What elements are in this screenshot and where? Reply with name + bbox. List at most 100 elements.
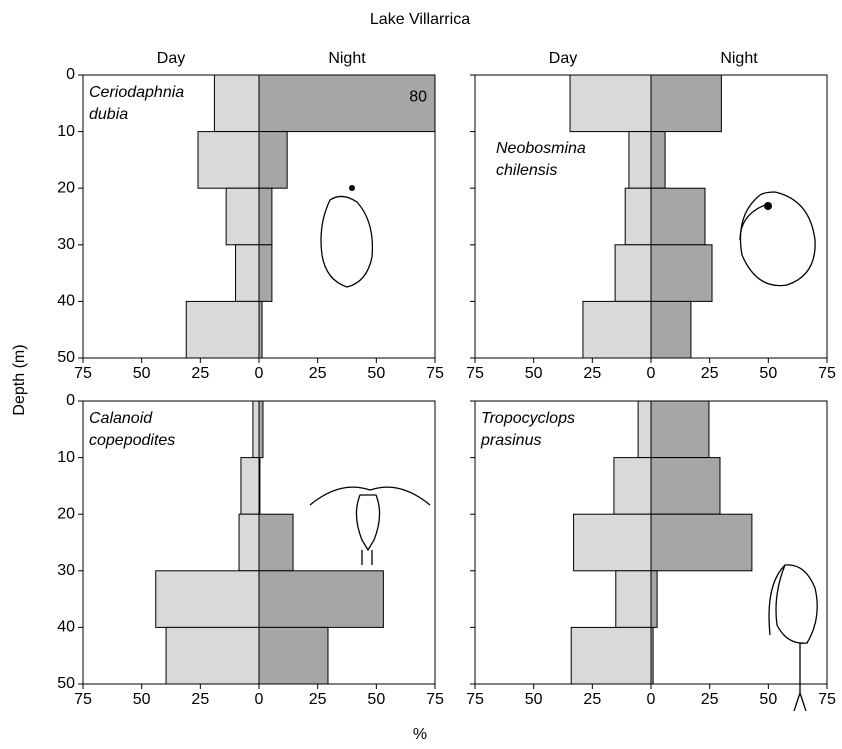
x-tick-label: 50 xyxy=(133,691,151,708)
bar xyxy=(574,514,651,571)
x-tick-label: 25 xyxy=(309,691,327,708)
organism-drawing xyxy=(740,192,815,286)
organism-drawing xyxy=(769,565,817,711)
panel-title: chilensis xyxy=(496,162,557,179)
x-tick-label: 75 xyxy=(74,691,92,708)
x-tick-label: 50 xyxy=(367,691,385,708)
bar xyxy=(638,401,651,458)
organism-drawing xyxy=(321,196,372,287)
y-axis-label: Depth (m) xyxy=(11,344,28,415)
panel-title: Ceriodaphnia xyxy=(89,84,184,101)
panel: 75 50 25 0 25 50 75 Tropocyclops prasinus xyxy=(466,401,836,708)
x-tick-label: 25 xyxy=(191,691,209,708)
x-tick-label: 50 xyxy=(525,365,543,382)
y-tick-label: 30 xyxy=(57,236,75,253)
y-tick-label: 0 xyxy=(66,66,75,83)
x-axis-label: % xyxy=(413,726,427,743)
x-tick-label: 25 xyxy=(701,691,719,708)
x-tick-label: 25 xyxy=(309,365,327,382)
bar xyxy=(259,132,287,189)
y-tick-label: 50 xyxy=(57,675,75,692)
x-tick-label: 75 xyxy=(818,365,836,382)
organism-eye xyxy=(349,185,355,191)
bar xyxy=(226,188,259,245)
bar xyxy=(259,245,272,302)
x-tick-label: 25 xyxy=(583,691,601,708)
x-tick-label: 0 xyxy=(647,365,656,382)
x-tick-label: 50 xyxy=(133,365,151,382)
legend-label: Day xyxy=(157,50,185,67)
y-tick-label: 10 xyxy=(57,449,75,466)
y-tick-label: 40 xyxy=(57,293,75,310)
panel-title: Neobosmina xyxy=(496,140,586,157)
bar xyxy=(651,571,657,628)
data-label: 80 xyxy=(409,89,427,106)
bar xyxy=(651,188,705,245)
bar xyxy=(241,458,259,515)
x-tick-label: 75 xyxy=(466,365,484,382)
bar xyxy=(651,245,712,302)
bar xyxy=(651,458,720,515)
panel-title: dubia xyxy=(89,106,128,123)
bar xyxy=(651,132,665,189)
y-tick-label: 10 xyxy=(57,123,75,140)
legend-label: Night xyxy=(328,50,366,67)
x-tick-label: 75 xyxy=(818,691,836,708)
x-tick-label: 75 xyxy=(466,691,484,708)
x-tick-label: 75 xyxy=(74,365,92,382)
bar xyxy=(236,245,259,302)
bar xyxy=(166,627,259,684)
panel-title: prasinus xyxy=(480,432,541,449)
x-tick-label: 75 xyxy=(426,691,444,708)
bar xyxy=(571,627,651,684)
bar xyxy=(259,571,383,628)
x-tick-label: 0 xyxy=(255,365,264,382)
x-tick-label: 25 xyxy=(701,365,719,382)
bar xyxy=(629,132,651,189)
y-tick-label: 20 xyxy=(57,505,75,522)
x-tick-label: 75 xyxy=(426,365,444,382)
x-tick-label: 25 xyxy=(191,365,209,382)
bar xyxy=(156,571,259,628)
panel-title: Calanoid xyxy=(89,410,153,427)
organism-drawing xyxy=(310,487,430,565)
bar xyxy=(259,514,293,571)
bar xyxy=(651,401,709,458)
bar xyxy=(616,571,651,628)
legend-label: Day xyxy=(549,50,577,67)
y-tick-label: 30 xyxy=(57,562,75,579)
bar xyxy=(583,301,651,358)
x-tick-label: 50 xyxy=(367,365,385,382)
bar xyxy=(186,301,259,358)
y-tick-label: 20 xyxy=(57,179,75,196)
organism-eye xyxy=(764,202,772,210)
y-tick-label: 40 xyxy=(57,619,75,636)
x-tick-label: 25 xyxy=(583,365,601,382)
bar xyxy=(651,514,752,571)
x-tick-label: 0 xyxy=(647,691,656,708)
x-tick-label: 50 xyxy=(525,691,543,708)
bar xyxy=(214,75,259,132)
panel-title: copepodites xyxy=(89,432,175,449)
bar xyxy=(625,188,651,245)
figure: Lake Villarrica % Depth (m) Day7550250Ni… xyxy=(0,0,842,744)
x-tick-label: 0 xyxy=(255,691,264,708)
bar xyxy=(651,75,721,132)
figure-title: Lake Villarrica xyxy=(370,11,470,28)
y-tick-label: 0 xyxy=(66,392,75,409)
bar xyxy=(198,132,259,189)
bar xyxy=(259,627,328,684)
y-tick-label: 50 xyxy=(57,349,75,366)
bar xyxy=(259,401,263,458)
panel-title: Tropocyclops xyxy=(481,410,575,427)
organism-drawings xyxy=(310,185,817,711)
bar xyxy=(239,514,259,571)
x-tick-label: 50 xyxy=(759,691,777,708)
bar xyxy=(614,458,651,515)
bar xyxy=(259,188,272,245)
bar xyxy=(570,75,651,132)
